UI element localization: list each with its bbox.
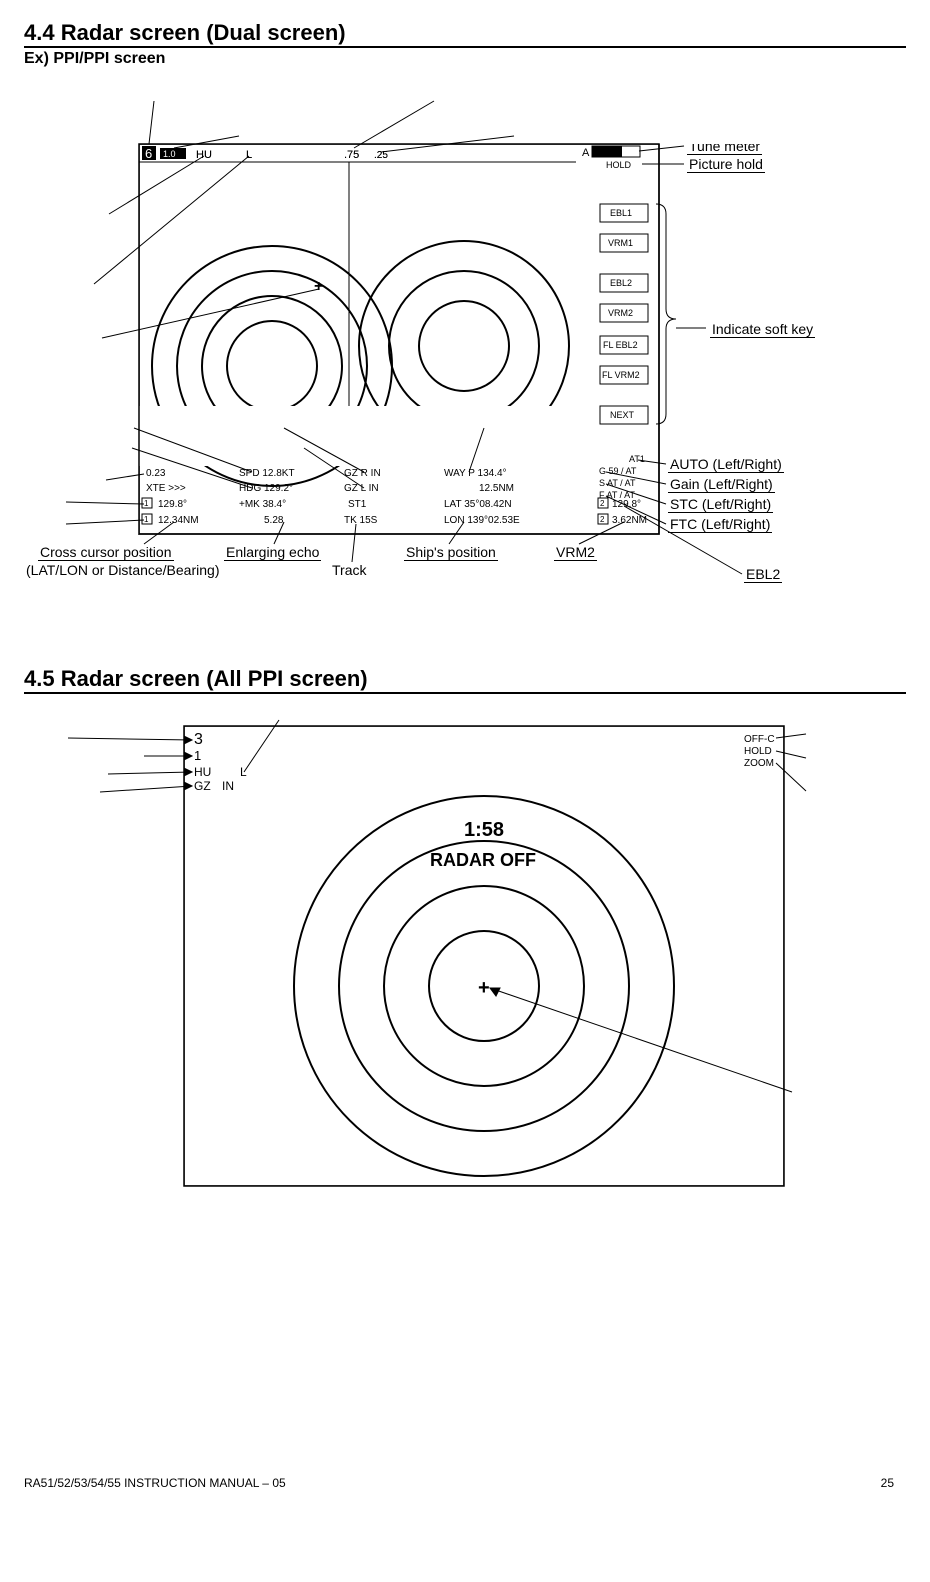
svg-text:VRM1: VRM1 — [608, 238, 633, 248]
sec44-sub: Ex) PPI/PPI screen — [24, 50, 906, 68]
svg-text:HU: HU — [194, 765, 211, 779]
section-4-4: 4.4 Radar screen (Dual screen) Ex) PPI/P… — [24, 20, 906, 616]
svg-text:L: L — [240, 765, 247, 779]
fig44-svg: 6 1.0 HU L .75 .25 A HOLD + — [24, 76, 874, 616]
svg-text:EBL2: EBL2 — [610, 278, 632, 288]
svg-text:2: 2 — [600, 515, 605, 524]
svg-text:EBL1: EBL1 — [610, 208, 632, 218]
fig44-wrap: Range(Left screen) Range ring interval (… — [24, 76, 874, 616]
svg-text:5.28: 5.28 — [264, 515, 284, 526]
svg-text:+MK 38.4°: +MK 38.4° — [239, 499, 286, 510]
sec44-title: 4.4 Radar screen (Dual screen) — [24, 20, 906, 48]
svg-text:GZ L IN: GZ L IN — [344, 483, 379, 494]
svg-text:3: 3 — [194, 731, 203, 748]
svg-text:HDG 129.2°: HDG 129.2° — [239, 483, 293, 494]
svg-text:LON 139°02.53E: LON 139°02.53E — [444, 515, 520, 526]
svg-text:XTE >>>: XTE >>> — [146, 483, 186, 494]
sec45-title: 4.5 Radar screen (All PPI screen) — [24, 666, 906, 694]
fig45-wrap: Pulse width Range Range ring interval Di… — [24, 696, 874, 1216]
svg-text:12.34NM: 12.34NM — [158, 515, 199, 526]
svg-text:OFF-C: OFF-C — [744, 734, 775, 745]
svg-text:S AT / AT: S AT / AT — [599, 478, 636, 488]
svg-text:129.8°: 129.8° — [158, 499, 187, 510]
svg-text:GZ R IN: GZ R IN — [344, 468, 381, 479]
svg-text:1: 1 — [144, 515, 149, 524]
cross-mark: + — [314, 278, 323, 295]
svg-text:WAY P 134.4°: WAY P 134.4° — [444, 468, 507, 479]
svg-text:ST1: ST1 — [348, 499, 367, 510]
svg-text:IN: IN — [222, 779, 234, 793]
svg-text:GZ: GZ — [194, 779, 211, 793]
d-a: A — [582, 147, 590, 159]
svg-text:FL VRM2: FL VRM2 — [602, 370, 640, 380]
section-4-5: 4.5 Radar screen (All PPI screen) Pulse … — [24, 666, 906, 1216]
svg-text:RADAR OFF: RADAR OFF — [430, 850, 536, 870]
svg-text:AT1: AT1 — [629, 454, 645, 464]
d-hold: HOLD — [606, 160, 632, 170]
svg-text:.75: .75 — [344, 149, 359, 161]
svg-text:2: 2 — [600, 499, 605, 508]
svg-text:LAT 35°08.42N: LAT 35°08.42N — [444, 499, 512, 510]
svg-text:1:58: 1:58 — [464, 819, 504, 841]
svg-text:ZOOM: ZOOM — [744, 758, 774, 769]
svg-text:TK 15S: TK 15S — [344, 515, 378, 526]
svg-text:12.5NM: 12.5NM — [479, 483, 514, 494]
svg-text:1.0: 1.0 — [163, 149, 176, 159]
svg-text:+: + — [478, 977, 490, 999]
svg-text:L: L — [246, 149, 252, 161]
svg-text:6: 6 — [145, 146, 152, 161]
svg-text:VRM2: VRM2 — [608, 308, 633, 318]
svg-text:NEXT: NEXT — [610, 410, 635, 420]
fig45-svg: 3 1 HU L GZ IN OFF-C HOLD ZOOM 1:58 RADA… — [24, 696, 884, 1216]
svg-text:SPD 12.8KT: SPD 12.8KT — [239, 468, 295, 479]
page-footer: RA51/52/53/54/55 INSTRUCTION MANUAL – 05… — [24, 1476, 894, 1490]
svg-text:1: 1 — [194, 748, 201, 763]
svg-text:1: 1 — [144, 499, 149, 508]
svg-text:0.23: 0.23 — [146, 468, 166, 479]
footer-left: RA51/52/53/54/55 INSTRUCTION MANUAL – 05 — [24, 1476, 286, 1490]
svg-text:FL EBL2: FL EBL2 — [603, 340, 638, 350]
footer-right: 25 — [881, 1476, 894, 1490]
svg-text:HOLD: HOLD — [744, 746, 772, 757]
